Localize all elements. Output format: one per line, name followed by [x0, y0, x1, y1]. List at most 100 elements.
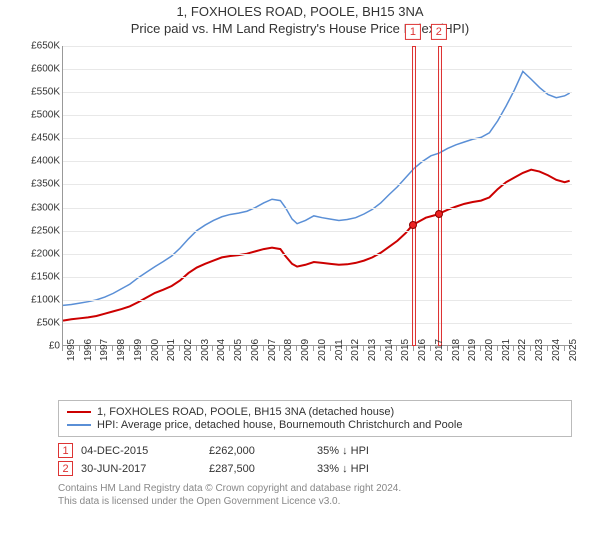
gridline-h	[63, 277, 572, 278]
x-tick-label: 1999	[133, 339, 144, 361]
gridline-h	[63, 161, 572, 162]
x-tick-mark	[79, 346, 80, 351]
marker-band	[438, 46, 442, 346]
transaction-row: 1 04-DEC-2015 £262,000 35% ↓ HPI	[58, 443, 572, 458]
x-tick-label: 2010	[317, 339, 328, 361]
line-svg	[63, 46, 573, 346]
gridline-h	[63, 92, 572, 93]
y-tick-label: £550K	[20, 87, 60, 98]
marker-dot	[435, 210, 443, 218]
x-tick-label: 2023	[534, 339, 545, 361]
x-tick-mark	[497, 346, 498, 351]
title-block: 1, FOXHOLES ROAD, POOLE, BH15 3NA Price …	[10, 4, 590, 36]
y-tick-label: £150K	[20, 271, 60, 282]
gridline-h	[63, 254, 572, 255]
legend-row-property: 1, FOXHOLES ROAD, POOLE, BH15 3NA (detac…	[67, 406, 563, 418]
y-tick-label: £400K	[20, 156, 60, 167]
x-tick-label: 2003	[200, 339, 211, 361]
y-tick-label: £450K	[20, 133, 60, 144]
transaction-num-box: 2	[58, 461, 73, 476]
x-tick-label: 2021	[501, 339, 512, 361]
plot-region: 12	[62, 46, 572, 346]
x-tick-label: 1996	[83, 339, 94, 361]
x-tick-mark	[413, 346, 414, 351]
y-tick-label: £650K	[20, 41, 60, 52]
gridline-h	[63, 69, 572, 70]
legend-label-property: 1, FOXHOLES ROAD, POOLE, BH15 3NA (detac…	[97, 406, 394, 418]
x-tick-mark	[430, 346, 431, 351]
x-tick-label: 2005	[233, 339, 244, 361]
x-tick-label: 2024	[551, 339, 562, 361]
title-line-2: Price paid vs. HM Land Registry's House …	[10, 21, 590, 36]
x-tick-mark	[513, 346, 514, 351]
x-tick-mark	[447, 346, 448, 351]
legend-swatch-hpi	[67, 424, 91, 426]
x-tick-mark	[313, 346, 314, 351]
x-tick-label: 2008	[283, 339, 294, 361]
transaction-price: £287,500	[209, 463, 309, 475]
x-tick-mark	[162, 346, 163, 351]
x-tick-mark	[296, 346, 297, 351]
x-tick-label: 2016	[417, 339, 428, 361]
x-tick-mark	[564, 346, 565, 351]
x-tick-label: 1995	[66, 339, 77, 361]
x-tick-label: 2000	[150, 339, 161, 361]
x-tick-label: 2006	[250, 339, 261, 361]
x-tick-mark	[229, 346, 230, 351]
y-tick-label: £100K	[20, 294, 60, 305]
marker-label: 1	[405, 24, 421, 40]
transaction-diff: 33% ↓ HPI	[317, 463, 437, 475]
y-tick-label: £600K	[20, 64, 60, 75]
series-line-property	[63, 170, 570, 321]
x-tick-label: 2019	[467, 339, 478, 361]
x-tick-label: 2007	[267, 339, 278, 361]
x-tick-mark	[396, 346, 397, 351]
gridline-h	[63, 138, 572, 139]
footer-line-1: Contains HM Land Registry data © Crown c…	[58, 482, 572, 495]
series-line-hpi	[63, 71, 570, 305]
x-tick-mark	[129, 346, 130, 351]
x-tick-mark	[95, 346, 96, 351]
x-tick-label: 2012	[350, 339, 361, 361]
y-tick-label: £500K	[20, 110, 60, 121]
transaction-price: £262,000	[209, 445, 309, 457]
marker-label: 2	[431, 24, 447, 40]
gridline-h	[63, 208, 572, 209]
x-tick-mark	[112, 346, 113, 351]
chart-container: 1, FOXHOLES ROAD, POOLE, BH15 3NA Price …	[0, 0, 600, 560]
gridline-h	[63, 231, 572, 232]
marker-dot	[409, 221, 417, 229]
x-tick-mark	[196, 346, 197, 351]
footer: Contains HM Land Registry data © Crown c…	[58, 482, 572, 508]
x-tick-label: 2014	[384, 339, 395, 361]
transaction-num-box: 1	[58, 443, 73, 458]
transaction-date: 30-JUN-2017	[81, 463, 201, 475]
x-tick-label: 2013	[367, 339, 378, 361]
y-tick-label: £250K	[20, 225, 60, 236]
legend-swatch-property	[67, 411, 91, 413]
y-tick-label: £300K	[20, 202, 60, 213]
x-tick-label: 2011	[334, 339, 345, 361]
legend-box: 1, FOXHOLES ROAD, POOLE, BH15 3NA (detac…	[58, 400, 572, 437]
y-tick-label: £50K	[20, 317, 60, 328]
transaction-date: 04-DEC-2015	[81, 445, 201, 457]
x-tick-mark	[263, 346, 264, 351]
x-tick-mark	[363, 346, 364, 351]
x-tick-label: 2004	[216, 339, 227, 361]
x-tick-label: 2017	[434, 339, 445, 361]
x-tick-mark	[279, 346, 280, 351]
transaction-diff: 35% ↓ HPI	[317, 445, 437, 457]
gridline-h	[63, 323, 572, 324]
y-tick-label: £350K	[20, 179, 60, 190]
x-tick-label: 2001	[166, 339, 177, 361]
x-tick-mark	[463, 346, 464, 351]
x-tick-mark	[346, 346, 347, 351]
x-tick-mark	[380, 346, 381, 351]
x-tick-mark	[212, 346, 213, 351]
x-tick-mark	[62, 346, 63, 351]
x-tick-label: 2009	[300, 339, 311, 361]
x-tick-mark	[246, 346, 247, 351]
x-tick-label: 2002	[183, 339, 194, 361]
legend-row-hpi: HPI: Average price, detached house, Bour…	[67, 419, 563, 431]
gridline-h	[63, 46, 572, 47]
